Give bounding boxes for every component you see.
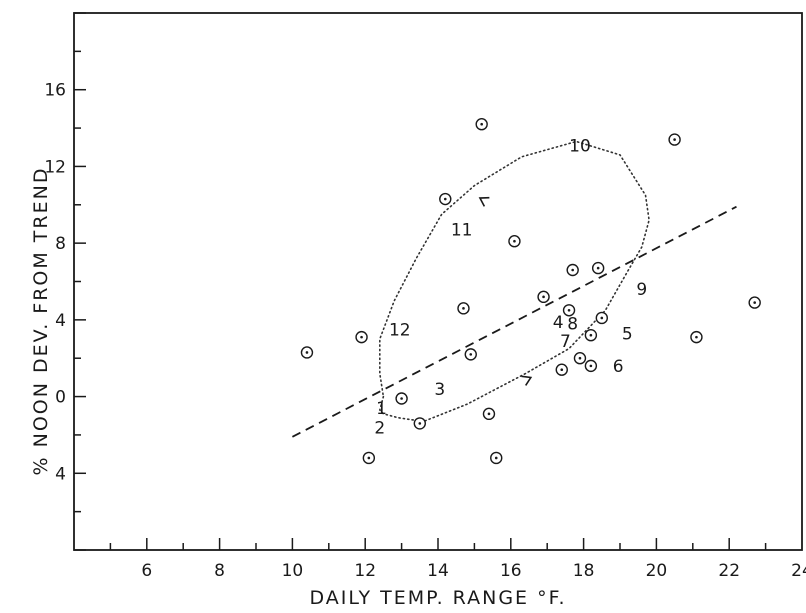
trend-line <box>291 205 737 438</box>
x-tick-label: 12 <box>354 561 376 581</box>
month-label: 4 <box>553 313 564 333</box>
x-tick-label: 8 <box>214 561 225 581</box>
data-point <box>482 407 496 421</box>
data-point <box>362 451 376 465</box>
x-tick-label: 22 <box>718 561 740 581</box>
y-tick-label: 4 <box>55 464 66 484</box>
month-label: 5 <box>622 324 633 344</box>
x-axis-title: DAILY TEMP. RANGE °F. <box>309 587 566 609</box>
x-tick-label: 18 <box>573 561 595 581</box>
x-tick-label: 10 <box>282 561 304 581</box>
y-tick-label: 12 <box>44 157 66 177</box>
data-point <box>690 330 703 344</box>
data-point <box>573 352 587 365</box>
month-label: 3 <box>434 380 445 400</box>
y-tick-label: 16 <box>44 81 66 101</box>
month-label: 7 <box>560 332 571 352</box>
month-label: 10 <box>569 136 591 156</box>
direction-arrow <box>521 375 533 386</box>
data-points <box>300 118 761 465</box>
data-point <box>595 311 608 325</box>
data-point <box>475 118 488 131</box>
plot-frame <box>73 12 803 551</box>
annual-loop-curve <box>378 140 650 423</box>
y-tick-label: 8 <box>55 234 66 254</box>
data-point <box>562 304 576 317</box>
y-axis-ticks: 16 12 8 4 0 4 <box>44 12 86 551</box>
trend-line-layer <box>291 205 737 438</box>
month-label: 2 <box>374 418 385 438</box>
data-point <box>490 451 503 465</box>
x-tick-label: 14 <box>427 561 449 581</box>
x-tick-label: 20 <box>646 561 668 581</box>
data-point <box>413 417 426 430</box>
data-point <box>584 359 598 373</box>
data-point <box>584 329 598 342</box>
data-point <box>508 235 521 248</box>
data-point <box>457 302 470 315</box>
data-point <box>355 330 368 344</box>
x-tick-label: 6 <box>141 561 152 581</box>
data-point <box>300 346 314 359</box>
data-point <box>464 348 477 361</box>
x-tick-label: 16 <box>500 561 522 581</box>
data-point <box>591 261 605 275</box>
data-point <box>395 392 408 405</box>
data-point <box>555 363 568 376</box>
data-point <box>748 296 761 309</box>
annual-loop-layer <box>378 140 650 423</box>
data-point <box>439 192 452 206</box>
month-label: 8 <box>567 315 578 335</box>
month-label: 9 <box>636 280 647 300</box>
y-axis-title: % NOON DEV. FROM TREND <box>30 167 52 476</box>
x-axis-ticks: 6 8 10 12 14 16 18 20 22 24 <box>109 538 806 581</box>
data-point <box>566 263 579 277</box>
data-point <box>668 133 681 146</box>
month-label: 1 <box>376 399 387 419</box>
month-label: 6 <box>613 357 624 377</box>
data-point <box>537 290 550 304</box>
y-tick-label: 4 <box>55 311 66 331</box>
direction-arrow <box>478 196 490 207</box>
month-label: 11 <box>451 221 473 241</box>
x-tick-label: 24 <box>791 561 806 581</box>
month-label: 12 <box>389 320 411 340</box>
y-tick-label: 0 <box>55 388 66 408</box>
